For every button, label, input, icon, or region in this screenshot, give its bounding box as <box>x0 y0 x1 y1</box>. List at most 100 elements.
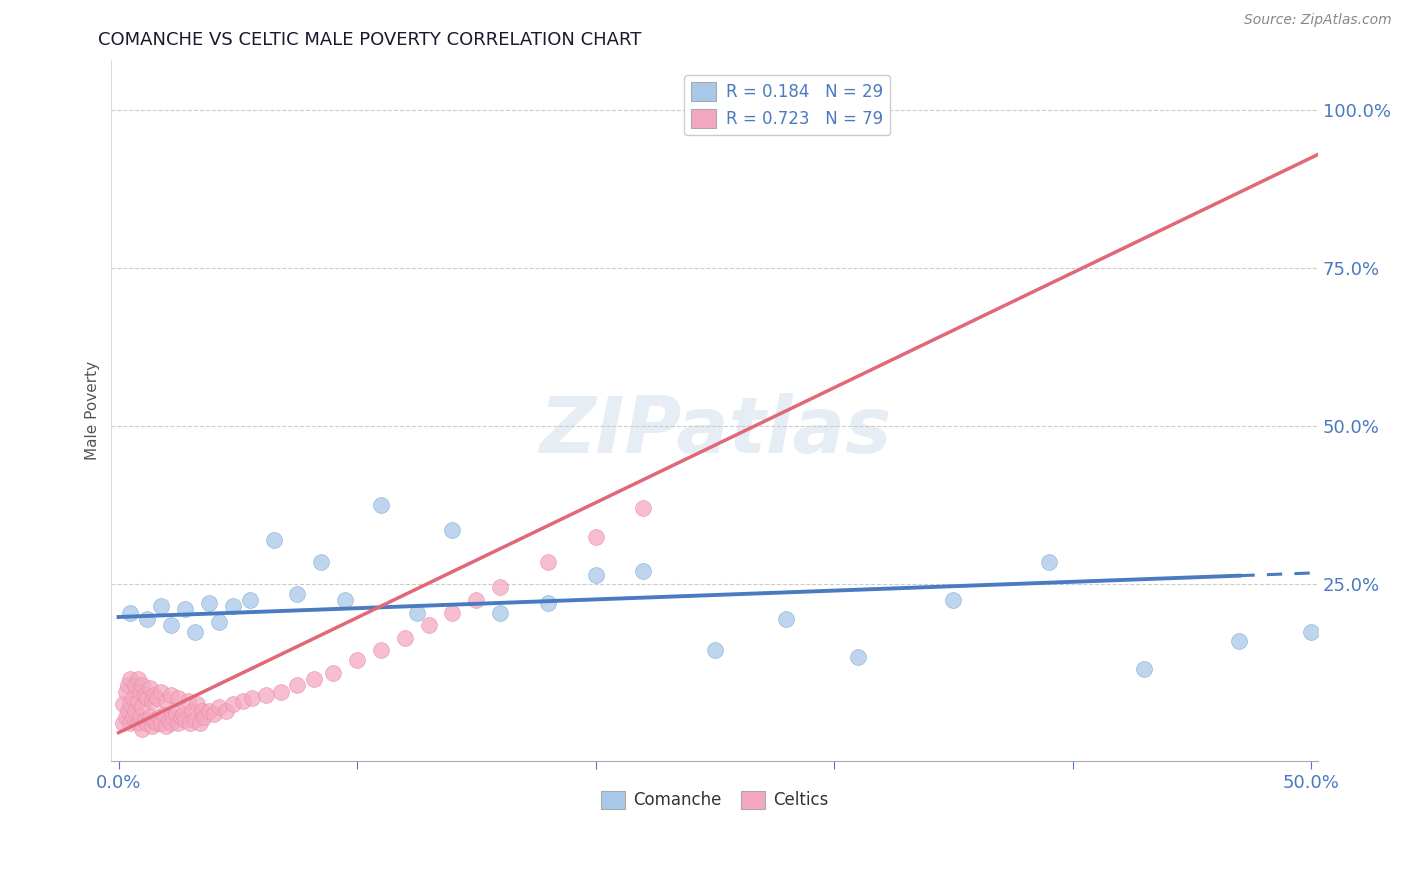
Y-axis label: Male Poverty: Male Poverty <box>86 360 100 460</box>
Point <box>394 631 416 645</box>
Point <box>167 716 190 731</box>
Point <box>112 716 135 731</box>
Point <box>155 719 177 733</box>
Point <box>174 713 197 727</box>
Point <box>418 618 440 632</box>
Point <box>114 710 136 724</box>
Point <box>405 606 427 620</box>
Point <box>162 710 184 724</box>
Point <box>127 716 149 731</box>
Point <box>131 678 153 692</box>
Point <box>122 690 145 705</box>
Point <box>287 586 309 600</box>
Point <box>150 599 173 614</box>
Point <box>311 555 333 569</box>
Point <box>155 694 177 708</box>
Point <box>370 498 392 512</box>
Point <box>191 704 214 718</box>
Point <box>136 716 159 731</box>
Point <box>153 706 176 721</box>
Point <box>160 618 183 632</box>
Point <box>127 694 149 708</box>
Point <box>131 723 153 737</box>
Point <box>441 606 464 620</box>
Point <box>186 697 208 711</box>
Text: COMANCHE VS CELTIC MALE POVERTY CORRELATION CHART: COMANCHE VS CELTIC MALE POVERTY CORRELAT… <box>98 31 641 49</box>
Point <box>141 719 163 733</box>
Point <box>775 612 797 626</box>
Point <box>114 684 136 698</box>
Point <box>585 530 607 544</box>
Point <box>489 580 512 594</box>
Point <box>120 716 142 731</box>
Point <box>1299 624 1322 639</box>
Point <box>145 690 167 705</box>
Point <box>222 697 245 711</box>
Point <box>270 684 292 698</box>
Point <box>184 624 207 639</box>
Point <box>631 501 654 516</box>
Point <box>145 716 167 731</box>
Point <box>239 593 262 607</box>
Point <box>150 716 173 731</box>
Point <box>942 593 965 607</box>
Point <box>263 533 285 547</box>
Point <box>160 688 183 702</box>
Point <box>465 593 488 607</box>
Point <box>198 596 221 610</box>
Point <box>148 710 170 724</box>
Point <box>167 690 190 705</box>
Point <box>177 694 200 708</box>
Point <box>208 615 231 629</box>
Point <box>489 606 512 620</box>
Point <box>1038 555 1060 569</box>
Point <box>240 690 263 705</box>
Point <box>846 649 869 664</box>
Point <box>198 704 221 718</box>
Point <box>124 678 146 692</box>
Point <box>157 713 180 727</box>
Point <box>134 713 156 727</box>
Point <box>124 704 146 718</box>
Point <box>232 694 254 708</box>
Point <box>131 700 153 714</box>
Point <box>120 697 142 711</box>
Point <box>333 593 356 607</box>
Text: Source: ZipAtlas.com: Source: ZipAtlas.com <box>1244 13 1392 28</box>
Text: ZIPatlas: ZIPatlas <box>538 393 891 469</box>
Point <box>1133 662 1156 676</box>
Point <box>134 688 156 702</box>
Point <box>127 672 149 686</box>
Point <box>537 596 560 610</box>
Point <box>169 710 191 724</box>
Point <box>120 672 142 686</box>
Point <box>160 716 183 731</box>
Point <box>193 710 215 724</box>
Point <box>222 599 245 614</box>
Point <box>254 688 277 702</box>
Point <box>631 565 654 579</box>
Point <box>117 704 139 718</box>
Point <box>208 700 231 714</box>
Point <box>179 716 201 731</box>
Point <box>112 697 135 711</box>
Point <box>322 665 344 680</box>
Point <box>136 612 159 626</box>
Point <box>129 710 152 724</box>
Point <box>143 713 166 727</box>
Legend: Comanche, Celtics: Comanche, Celtics <box>595 784 835 816</box>
Point <box>188 716 211 731</box>
Point <box>346 653 368 667</box>
Point <box>181 704 204 718</box>
Point <box>585 567 607 582</box>
Point <box>165 706 187 721</box>
Point <box>138 710 160 724</box>
Point <box>184 713 207 727</box>
Point <box>172 706 194 721</box>
Point <box>537 555 560 569</box>
Point <box>122 710 145 724</box>
Point <box>215 704 238 718</box>
Point <box>138 681 160 696</box>
Point <box>287 678 309 692</box>
Point <box>117 678 139 692</box>
